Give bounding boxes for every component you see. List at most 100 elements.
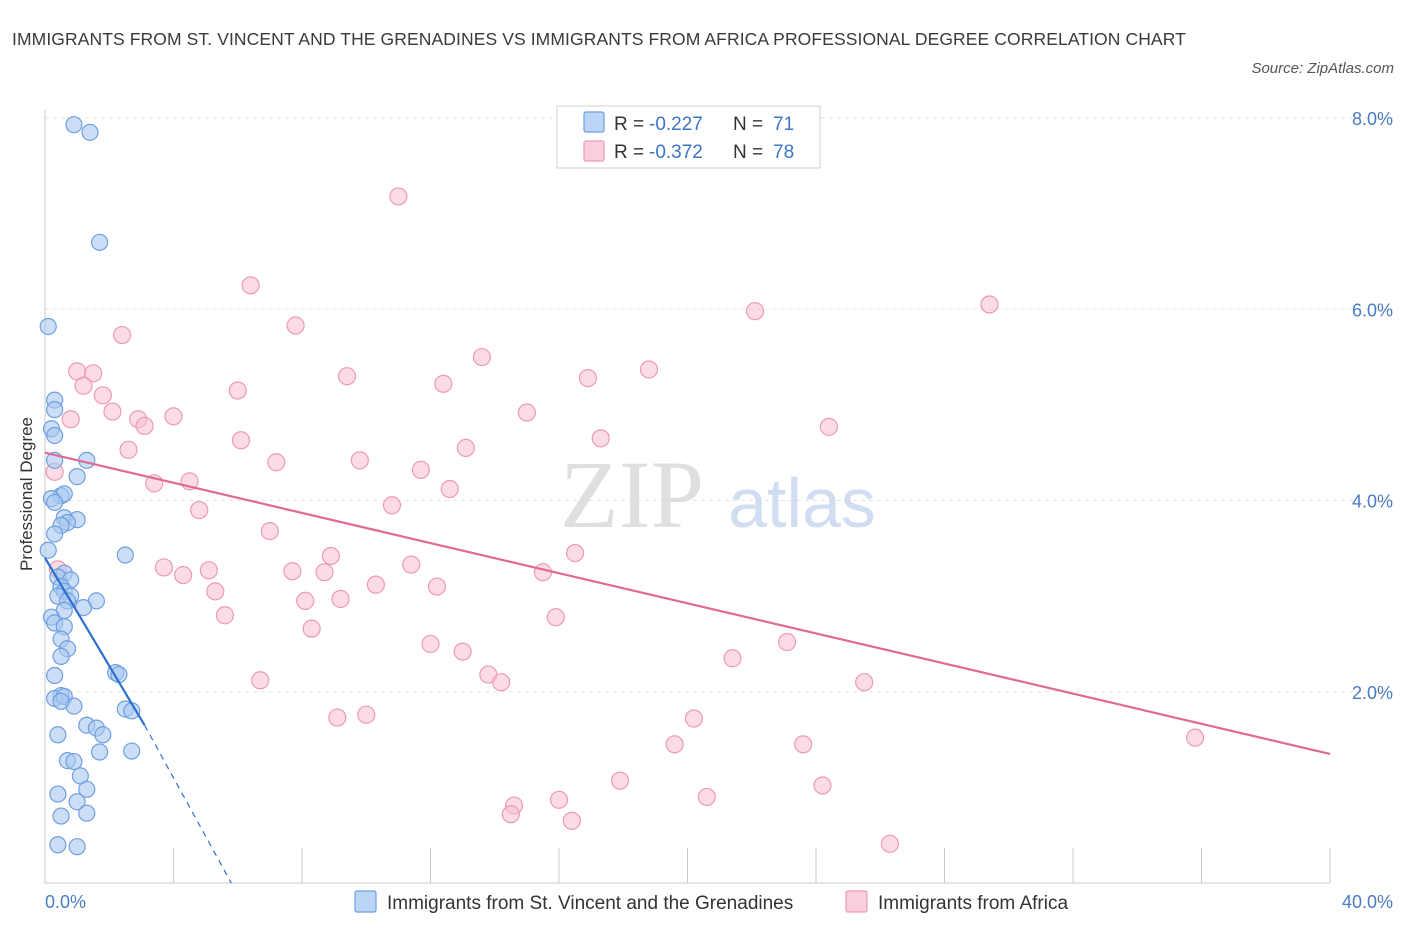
africa-point (112, 325, 132, 345)
africa-point (366, 575, 385, 594)
st-vincent-point (49, 726, 67, 744)
africa-point (546, 608, 565, 627)
africa-trend-line (44, 451, 1331, 755)
africa-point (745, 302, 765, 321)
africa-point (61, 410, 80, 429)
st-vincent-point (46, 493, 64, 512)
africa-point (215, 606, 234, 625)
africa-point (1185, 728, 1205, 747)
legend-r-label-b: R = (614, 142, 644, 163)
africa-point (241, 276, 260, 295)
africa-point (135, 416, 154, 436)
y-tick-label: 8.0% (1352, 109, 1393, 129)
africa-point (382, 496, 402, 515)
y-tick-label: 4.0% (1352, 492, 1393, 512)
africa-point (684, 709, 704, 728)
africa-point (389, 187, 408, 206)
st-vincent-point (65, 116, 83, 134)
africa-point (93, 386, 112, 405)
africa-point (174, 565, 193, 585)
source-label: Source: ZipAtlas.com (1251, 60, 1394, 77)
africa-point (357, 705, 376, 724)
africa-point (453, 642, 472, 661)
africa-point (980, 295, 999, 314)
africa-point (578, 369, 598, 388)
africa-point (231, 431, 251, 450)
africa-point (855, 673, 874, 692)
africa-point (456, 438, 475, 458)
africa-point (328, 708, 347, 727)
st-vincent-trend-extension (144, 724, 232, 884)
africa-point (880, 834, 899, 853)
africa-point (331, 589, 350, 609)
st-vincent-point (78, 780, 96, 798)
africa-point (228, 381, 247, 400)
st-vincent-point (68, 838, 86, 856)
africa-point (819, 417, 838, 436)
africa-point (302, 619, 321, 638)
st-vincent-point (68, 467, 86, 486)
africa-point (260, 521, 279, 541)
africa-point (517, 403, 536, 422)
series-africa-points (45, 187, 1205, 853)
series-st-vincent-points (39, 116, 141, 856)
africa-point (411, 460, 430, 479)
bottom-legend-label-st-vincent: Immigrants from St. Vincent and the Gren… (387, 893, 793, 914)
x-tick-label: 40.0% (1342, 892, 1393, 912)
africa-point (84, 364, 103, 383)
africa-point (723, 649, 742, 668)
africa-point (164, 407, 183, 426)
st-vincent-point (49, 785, 67, 803)
africa-point (565, 543, 585, 563)
africa-point (154, 558, 173, 577)
st-vincent-point (46, 666, 64, 685)
africa-point (472, 347, 491, 367)
africa-point (321, 546, 341, 566)
bottom-legend-swatch-pink (845, 890, 868, 913)
legend-r-value-b: -0.372 (649, 142, 703, 163)
legend-swatch-blue (583, 111, 605, 133)
africa-point (440, 479, 459, 499)
africa-point (190, 500, 209, 520)
africa-point (119, 440, 138, 459)
africa-point (501, 805, 520, 824)
africa-point (591, 429, 610, 448)
chart-title: IMMIGRANTS FROM ST. VINCENT AND THE GREN… (12, 29, 1186, 49)
africa-point (794, 735, 813, 754)
st-vincent-point (39, 541, 57, 559)
africa-point (813, 776, 832, 795)
africa-point (427, 577, 447, 596)
x-tick-label: 0.0% (45, 892, 86, 912)
africa-point (421, 634, 440, 654)
st-vincent-point (52, 807, 70, 825)
st-vincent-point (46, 401, 64, 419)
legend-r-value-a: -0.227 (649, 114, 703, 135)
africa-point (350, 451, 369, 470)
legend-n-label-b: N = (733, 142, 763, 163)
africa-point (665, 735, 684, 754)
africa-point (434, 374, 453, 393)
st-vincent-point (94, 726, 112, 744)
africa-point (562, 811, 581, 830)
africa-point (549, 790, 569, 809)
africa-point (492, 673, 511, 692)
africa-point (283, 562, 302, 581)
st-vincent-point (91, 743, 109, 761)
watermark-atlas: atlas (728, 464, 876, 542)
bottom-legend-swatch-blue (354, 890, 377, 913)
bottom-legend: Immigrants from St. Vincent and the Gren… (354, 890, 1068, 914)
watermark-zip: ZIP (560, 441, 704, 548)
trend-lines (44, 451, 1331, 884)
st-vincent-point (52, 647, 70, 665)
legend-n-value-b: 78 (773, 142, 794, 163)
st-vincent-point (65, 752, 83, 771)
st-vincent-point (46, 525, 64, 543)
africa-point (74, 376, 93, 395)
africa-point (697, 787, 716, 807)
legend-swatch-pink (583, 140, 605, 162)
st-vincent-point (78, 804, 96, 822)
st-vincent-point (39, 317, 57, 336)
bottom-legend-label-africa: Immigrants from Africa (878, 893, 1068, 914)
